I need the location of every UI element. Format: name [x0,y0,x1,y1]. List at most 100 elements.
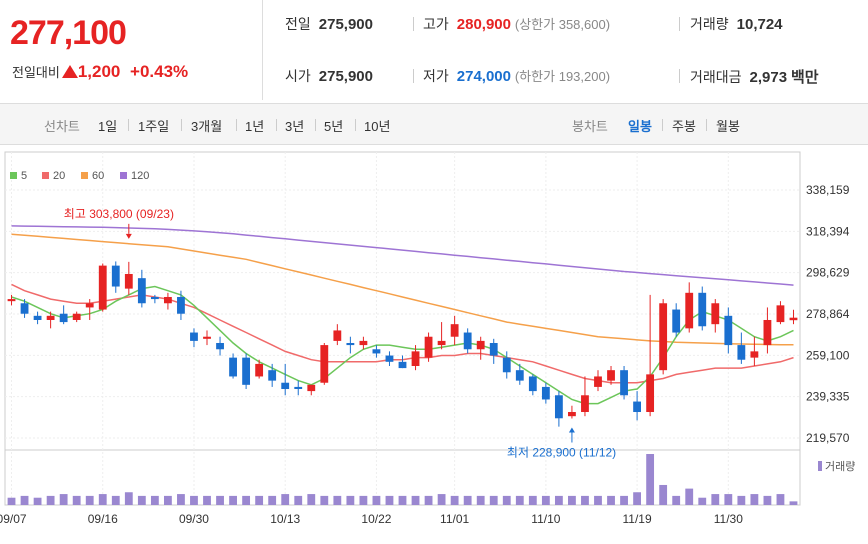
line-chart-label: 선차트 [44,119,80,134]
period-3y-button[interactable]: 3년 [285,119,305,134]
candle-body [711,303,720,325]
current-price: 277,100 [10,14,127,52]
candle-body [789,317,798,321]
volume-bar [111,495,120,505]
stats-panel: 전일 275,900 고가 280,900 (상한가 358,600) 거래량 10,… [263,0,868,100]
volume-bar [46,495,55,505]
period-1d-button[interactable]: 1일 [98,119,118,134]
candle-body [463,332,472,350]
candle-body [203,336,211,339]
volume-bar [476,495,485,505]
volume-bar [646,454,655,505]
volume-bar [333,495,342,505]
y-tick-label: 338,159 [806,183,850,197]
volume-bar [346,495,355,505]
candle-body [607,370,615,381]
candle-body [659,303,668,371]
volume-bar [255,495,264,505]
x-tick-label: 10/13 [270,512,300,526]
change-amount: 1,200 [77,62,121,81]
stat-unit: 백만 [790,69,819,86]
y-tick-label: 219,570 [806,431,850,445]
candle-body [776,305,785,323]
period-3m-button[interactable]: 3개월 [191,119,223,134]
legend-swatch [120,172,127,179]
volume-bar [463,495,472,505]
volume-bar [320,495,329,505]
candle-weekly-button[interactable]: 주봉 [672,119,696,134]
volume-bar [98,494,107,505]
stat-label: 시가 [285,68,311,84]
volume-bar [411,495,420,505]
candle-body [502,357,511,373]
period-1y-button[interactable]: 1년 [245,119,265,134]
min-annotation: 최저 228,900 (11/12) [507,445,616,459]
candle-body [46,315,55,320]
legend-label: 60 [92,170,104,182]
period-1w-button[interactable]: 1주일 [138,119,170,134]
divider [679,17,680,31]
candle-daily-button[interactable]: 일봉 [628,119,652,134]
volume-bar [724,494,733,505]
volume-bar [85,495,94,505]
volume-bar [763,495,772,505]
volume-bar [581,495,589,505]
candle-body [489,342,498,356]
x-tick-label: 09/07 [0,512,27,526]
volume-bar [568,495,576,505]
candle-body [124,273,133,289]
candle-body [385,355,394,362]
stat-value: 2,973 [749,69,788,86]
stat-label: 고가 [423,16,449,32]
volume-bar [190,495,198,505]
candle-body [320,345,329,383]
volume-bar [7,497,16,505]
period-5y-button[interactable]: 5년 [324,119,344,134]
volume-bar [620,495,628,505]
chart-toolbar: 선차트 1일 1주일 3개월 1년 3년 5년 10년 봉차트 일봉 주봉 월봉 [0,103,868,145]
candle-body [594,376,602,387]
legend-swatch [81,172,88,179]
candle-body [750,351,759,358]
volume-bar [437,494,446,505]
period-10y-button[interactable]: 10년 [364,119,391,134]
candle-body [255,363,264,377]
candle-body [98,265,107,310]
volume-bar [229,495,237,505]
volume-bar [698,497,707,505]
candle-body [515,370,524,381]
volume-bar [685,488,694,505]
y-tick-label: 298,629 [806,266,850,280]
candle-body [620,370,628,396]
max-arrow-icon [125,233,132,239]
upper-limit: (상한가 358,600) [514,17,611,32]
candle-body [476,340,485,350]
candle-body [737,345,746,360]
candle-body [137,278,146,304]
candle-body [372,349,381,354]
volume-bar [150,495,159,505]
candle-monthly-button[interactable]: 월봉 [716,119,740,134]
volume-bar [20,495,29,505]
stat-value: 274,000 [456,68,511,85]
y-tick-label: 278,864 [806,307,850,321]
legend-label: 120 [131,170,149,182]
volume-bar [33,497,42,505]
candle-body [281,382,290,390]
stat-volume: 거래량 10,724 [690,14,783,34]
volume-bar [72,495,81,505]
candle-body [307,384,316,392]
volume-bar [216,495,224,505]
candle-body [7,299,16,302]
stat-value: 275,900 [318,68,373,85]
candle-body [72,313,81,320]
stat-prev-close: 전일 275,900 [285,14,373,34]
candle-body [229,357,237,377]
volume-bar [659,484,668,505]
lower-limit: (하한가 193,200) [514,69,611,84]
volume-bar [554,495,563,505]
candle-body [346,342,355,346]
candle-body [633,401,641,413]
volume-bar [776,494,785,505]
stat-amount: 거래대금 2,973 백만 [690,66,819,87]
